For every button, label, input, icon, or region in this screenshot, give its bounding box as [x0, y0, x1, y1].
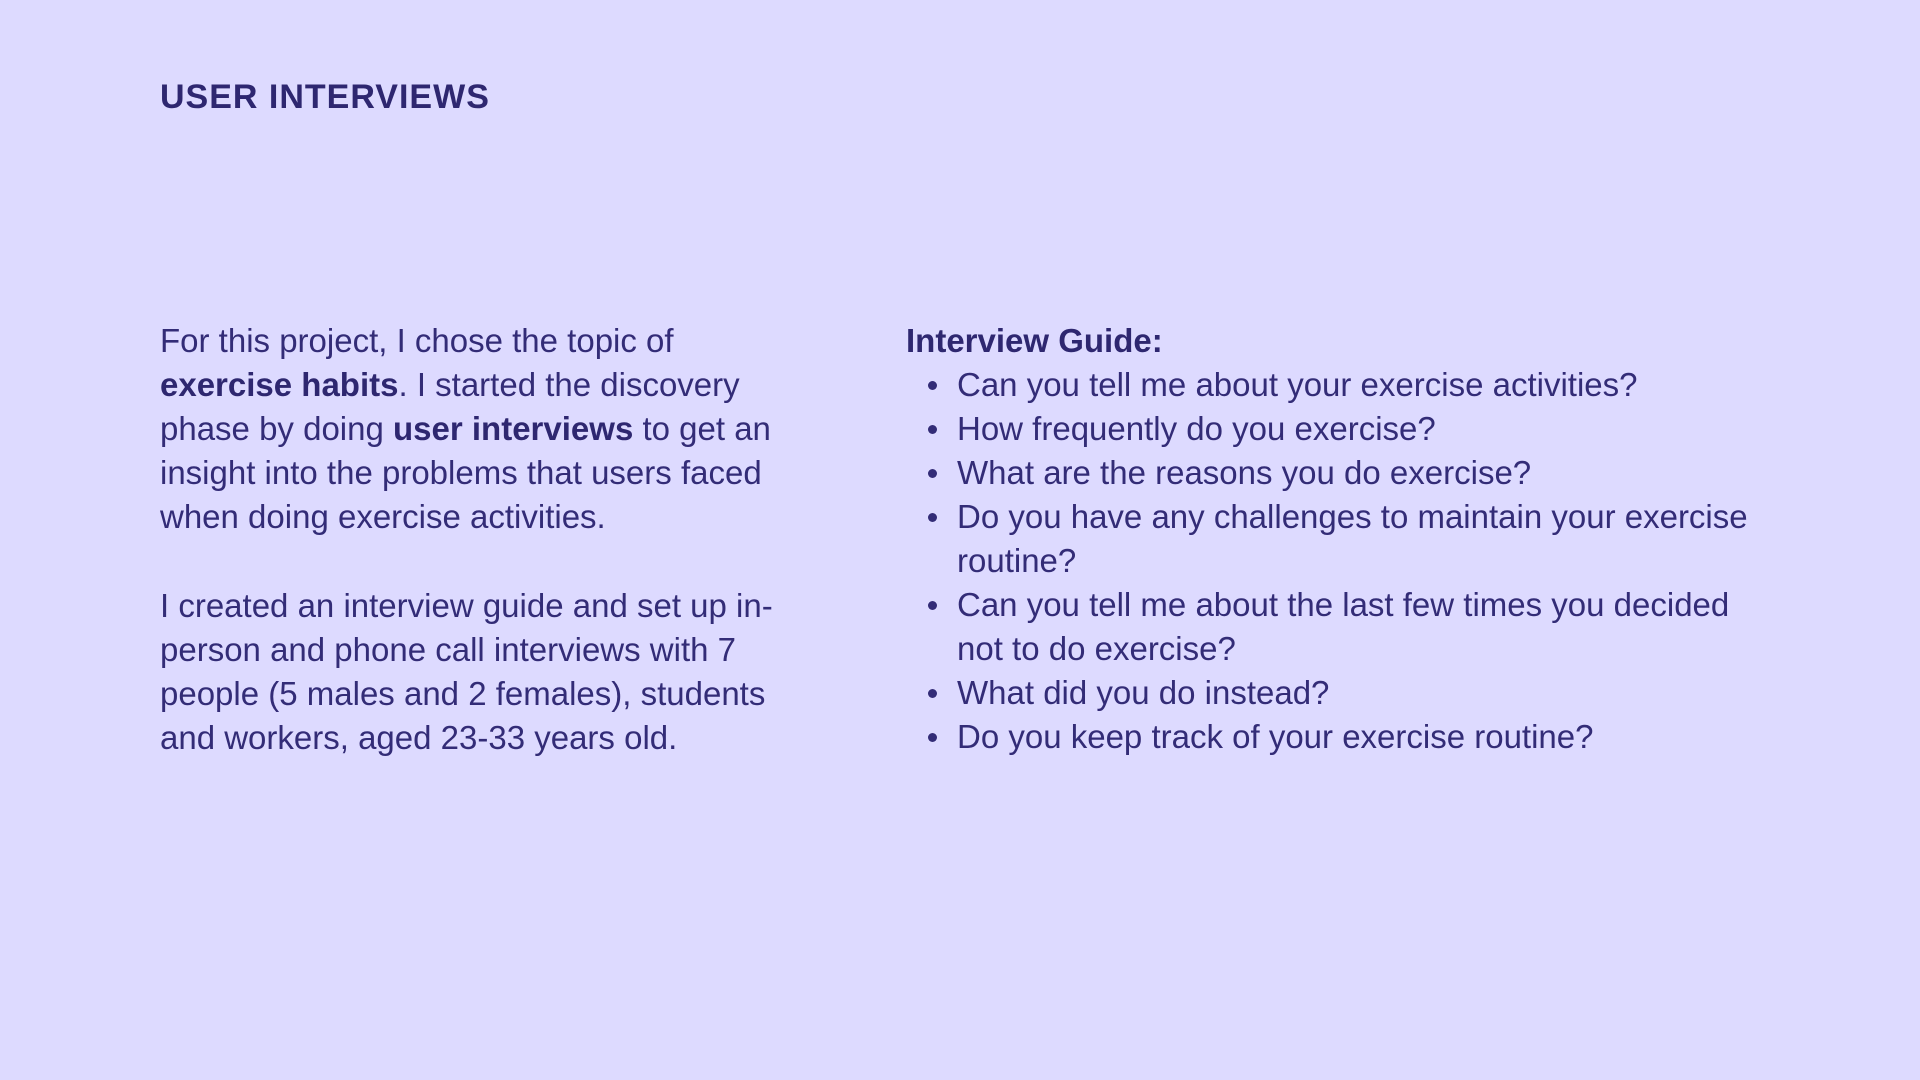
- bullet-icon: [928, 689, 937, 698]
- intro-paragraph-2: I created an interview guide and set up …: [160, 587, 773, 756]
- interview-question: What did you do instead?: [906, 671, 1766, 715]
- interview-question-list: Can you tell me about your exercise acti…: [906, 363, 1766, 759]
- bullet-icon: [928, 601, 937, 610]
- interview-question: What are the reasons you do exercise?: [906, 451, 1766, 495]
- interview-question-text: How frequently do you exercise?: [957, 410, 1436, 447]
- interview-guide-heading: Interview Guide:: [906, 322, 1163, 359]
- interview-question: How frequently do you exercise?: [906, 407, 1766, 451]
- bullet-icon: [928, 425, 937, 434]
- interview-question: Do you keep track of your exercise routi…: [906, 715, 1766, 759]
- bullet-icon: [928, 381, 937, 390]
- interview-question-text: Do you have any challenges to maintain y…: [957, 498, 1748, 579]
- interview-question-text: Do you keep track of your exercise routi…: [957, 718, 1594, 755]
- intro-text-1b: . I started the discovery phase by doing: [160, 366, 740, 447]
- highlight-exercise-habits: exercise habits: [160, 366, 399, 403]
- interview-guide: Interview Guide: Can you tell me about y…: [906, 319, 1766, 759]
- intro-paragraph-1: For this project, I chose the topic of e…: [160, 319, 800, 539]
- interview-question: Can you tell me about your exercise acti…: [906, 363, 1766, 407]
- intro-text-block: For this project, I chose the topic of e…: [160, 319, 800, 760]
- page-title: USER INTERVIEWS: [160, 78, 490, 116]
- interview-question-text: What are the reasons you do exercise?: [957, 454, 1532, 491]
- intro-text-1a: For this project, I chose the topic of: [160, 322, 674, 359]
- interview-question: Do you have any challenges to maintain y…: [906, 495, 1766, 583]
- highlight-user-interviews: user interviews: [393, 410, 634, 447]
- interview-question-text: What did you do instead?: [957, 674, 1330, 711]
- bullet-icon: [928, 733, 937, 742]
- interview-question-text: Can you tell me about the last few times…: [957, 586, 1730, 667]
- intro-text-1c: to get an insight into the problems that…: [160, 410, 771, 535]
- interview-question-text: Can you tell me about your exercise acti…: [957, 366, 1638, 403]
- bullet-icon: [928, 469, 937, 478]
- bullet-icon: [928, 513, 937, 522]
- interview-question: Can you tell me about the last few times…: [906, 583, 1766, 671]
